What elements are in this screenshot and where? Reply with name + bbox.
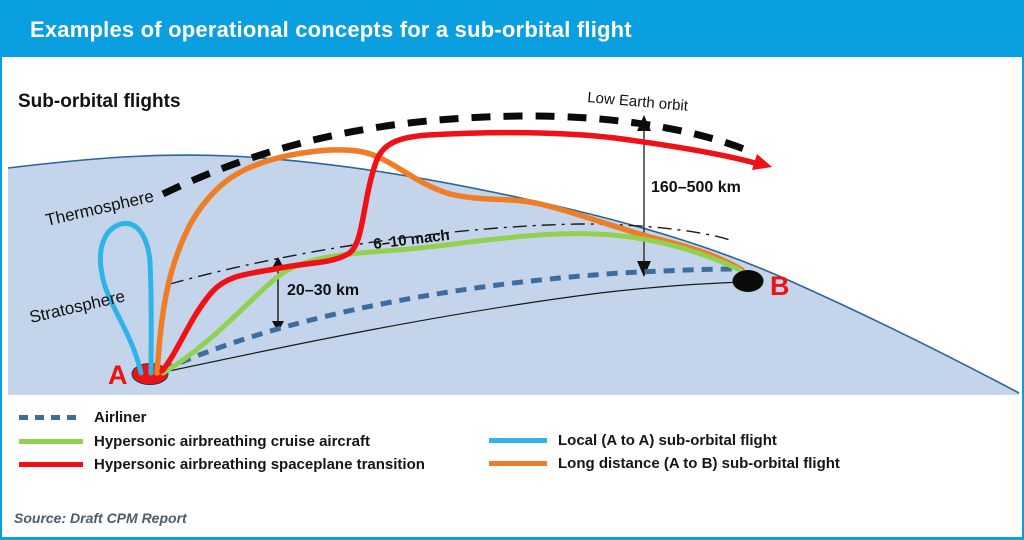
point-b-label: B bbox=[770, 271, 790, 301]
spaceplane-line-swatch bbox=[19, 462, 83, 467]
page-title: Examples of operational concepts for a s… bbox=[30, 16, 632, 42]
low-earth-orbit-label: Low Earth orbit bbox=[587, 89, 690, 115]
diagram-section-title: Sub-orbital flights bbox=[18, 91, 181, 112]
airliner-line-swatch bbox=[19, 415, 83, 420]
local-suborbital-trajectory bbox=[97, 221, 154, 376]
orbit-altitude-label: 160–500 km bbox=[651, 179, 741, 196]
spaceplane-arrowhead bbox=[752, 154, 772, 170]
legend-label: Airliner bbox=[94, 409, 147, 426]
spaceplane-trajectory bbox=[159, 129, 772, 374]
low-earth-orbit-trajectory bbox=[161, 112, 746, 198]
cruise-altitude-label: 20–30 km bbox=[287, 282, 359, 299]
source-note: Source: Draft CPM Report bbox=[14, 510, 187, 526]
legend-label: Hypersonic airbreathing spaceplane trans… bbox=[94, 456, 425, 473]
local-flight-line-swatch bbox=[489, 438, 547, 443]
legend-label: Hypersonic airbreathing cruise aircraft bbox=[94, 433, 370, 450]
legend-item-local-flight: Local (A to A) sub-orbital flight bbox=[489, 432, 777, 449]
cruise-ceiling-dashdot-line bbox=[169, 223, 731, 285]
legend-label: Long distance (A to B) sub-orbital fligh… bbox=[558, 455, 840, 472]
ground-chord-line bbox=[154, 281, 748, 375]
header-bar: Examples of operational concepts for a s… bbox=[2, 2, 1022, 57]
point-a-label: A bbox=[108, 360, 128, 390]
legend-label: Local (A to A) sub-orbital flight bbox=[558, 432, 777, 449]
legend-item-airliner: Airliner bbox=[19, 409, 147, 426]
hypersonic-cruise-trajectory bbox=[160, 231, 743, 376]
legend-item-long-distance-flight: Long distance (A to B) sub-orbital fligh… bbox=[489, 455, 840, 472]
suborbital-diagram: Sub-orbital flights Thermosphere Stratos… bbox=[7, 89, 1020, 395]
cruise-line-swatch bbox=[19, 439, 83, 444]
long-distance-line-swatch bbox=[489, 461, 547, 466]
point-b-marker bbox=[732, 270, 764, 292]
legend-item-cruise-aircraft: Hypersonic airbreathing cruise aircraft bbox=[19, 433, 370, 450]
legend-item-spaceplane: Hypersonic airbreathing spaceplane trans… bbox=[19, 456, 425, 473]
